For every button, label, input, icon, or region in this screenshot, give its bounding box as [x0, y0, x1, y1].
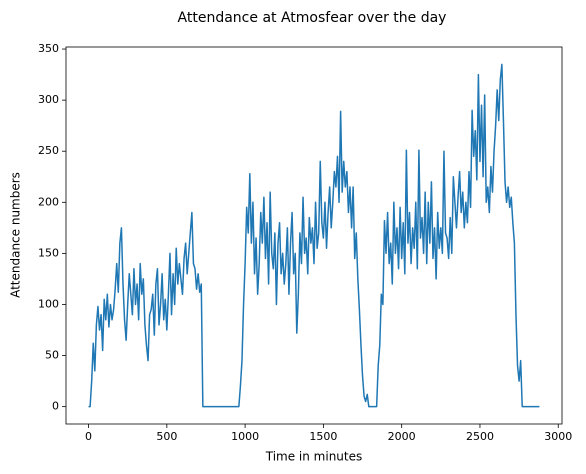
chart-title: Attendance at Atmosfear over the day: [178, 10, 447, 26]
axes-frame: [65, 46, 563, 425]
x-tick-label: 3000: [544, 430, 572, 443]
x-tick-label: 1000: [231, 430, 259, 443]
x-tick-label: 2500: [466, 430, 494, 443]
y-tick-label: 200: [38, 195, 59, 208]
x-tick-label: 0: [85, 430, 92, 443]
x-tick-label: 1500: [309, 430, 337, 443]
x-axis-label: Time in minutes: [265, 450, 363, 464]
y-tick-label: 100: [38, 297, 59, 310]
y-tick-label: 50: [45, 349, 59, 362]
x-tick-label: 500: [156, 430, 177, 443]
y-axis-label: Attendance numbers: [9, 172, 23, 298]
x-tick-label: 2000: [388, 430, 416, 443]
y-tick-label: 350: [38, 42, 59, 55]
y-tick-label: 250: [38, 144, 59, 157]
y-tick-label: 0: [52, 400, 59, 413]
data-line: [88, 63, 540, 408]
y-tick-label: 150: [38, 246, 59, 259]
y-tick-label: 300: [38, 93, 59, 106]
